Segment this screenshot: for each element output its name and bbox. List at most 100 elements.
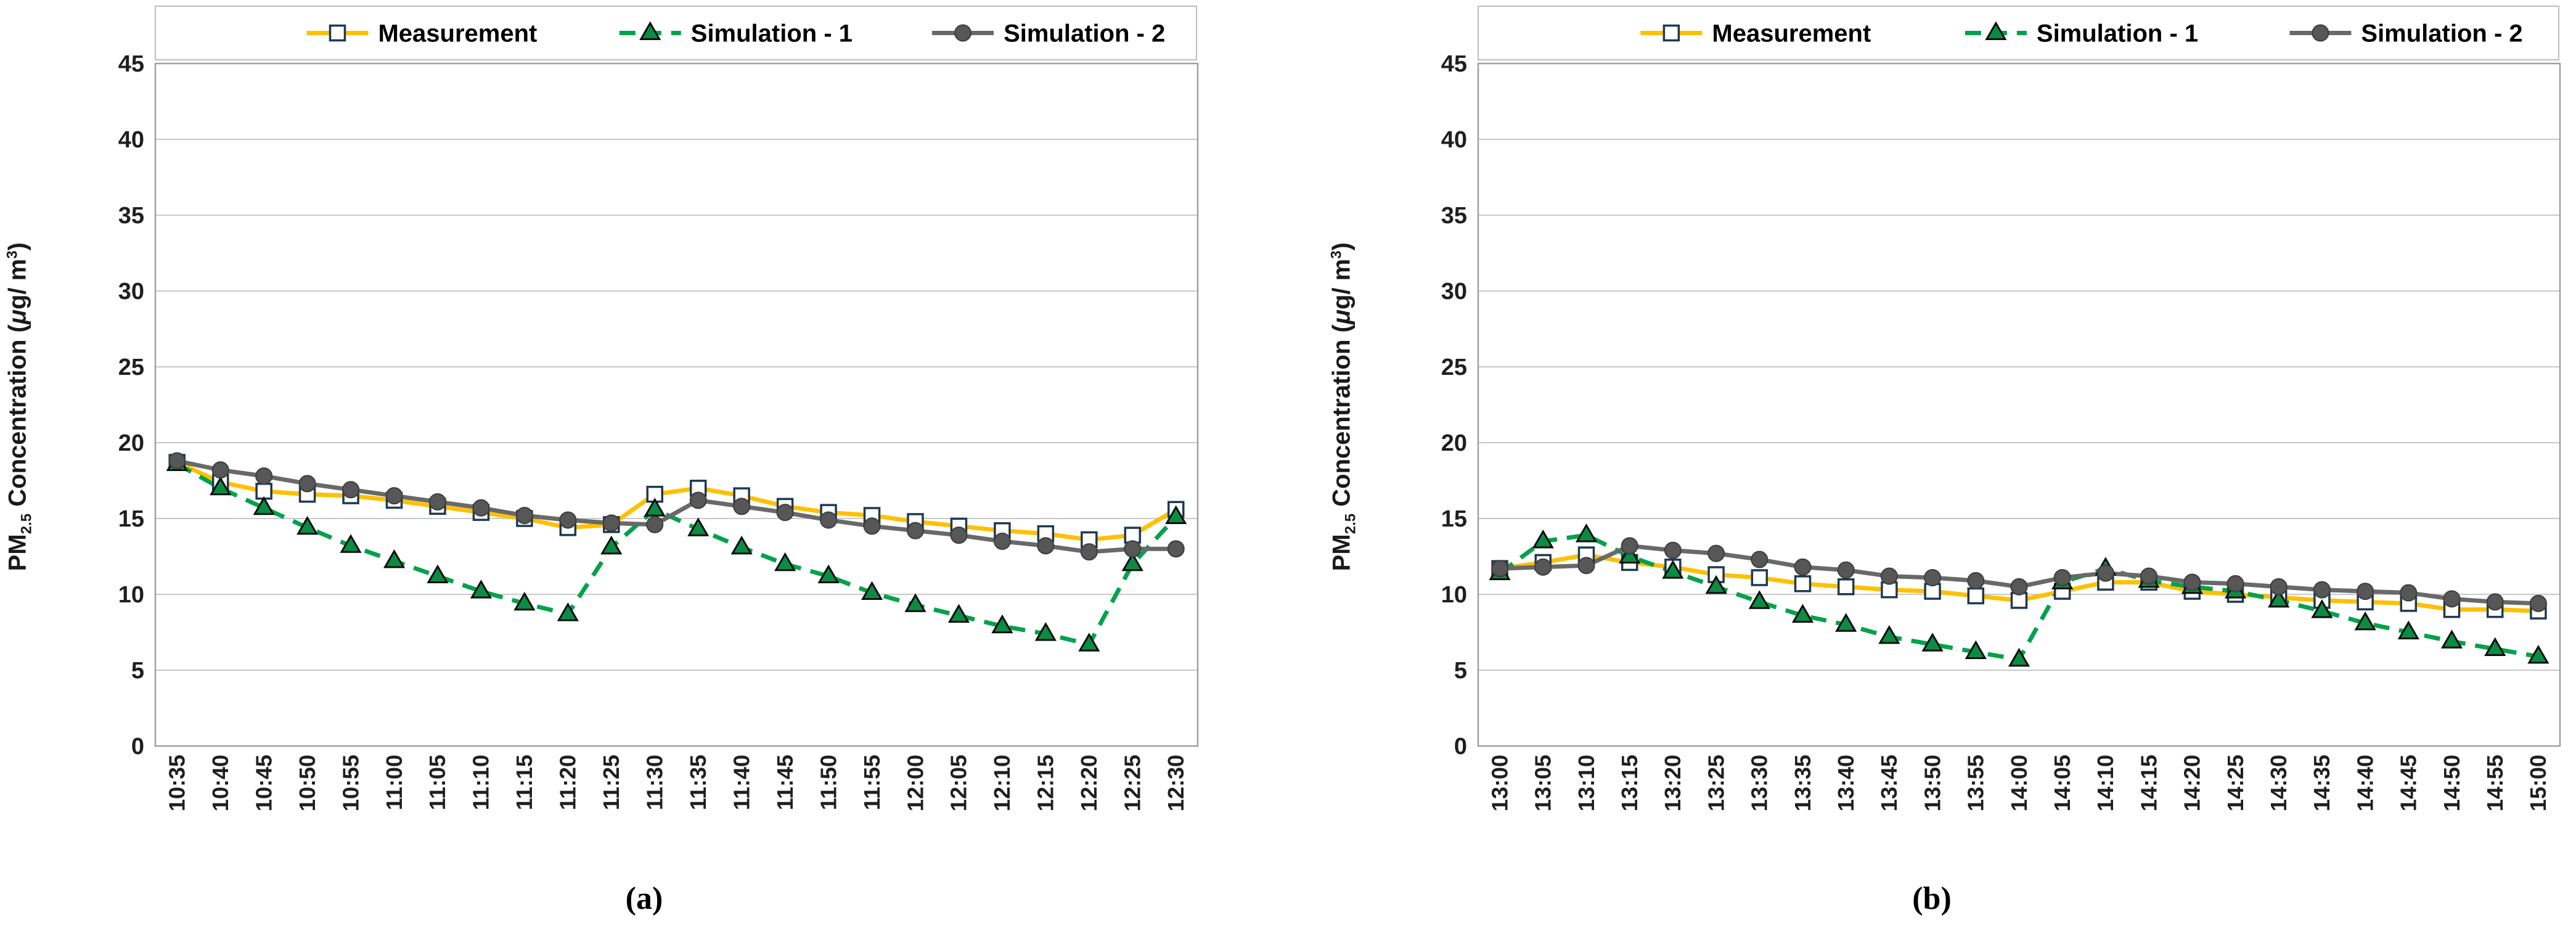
triangle-marker [1034,621,1057,641]
triangle-marker [2440,629,2463,649]
mu-symbol: μ [4,310,31,325]
chart-panel-b: 45 40 35 30 25 20 15 10 5 0 13:00 13:05 13:10 13:15 13… [1441,6,2561,811]
triangle-marker [2484,637,2506,657]
legend-label: Simulation - 1 [2037,20,2198,47]
x-tick-label: 14:35 [2309,755,2334,811]
x-tick-label: 12:10 [989,755,1015,811]
y-axis-title-subscript: 2.5 [18,513,35,535]
y-tick-label: 0 [131,734,144,760]
triangle-marker [861,581,883,601]
x-tick-label: 11:30 [642,755,668,810]
circle-marker [211,461,229,479]
circle-marker [1534,558,1552,576]
square-marker [1124,527,1142,544]
triangle-marker [470,580,493,599]
triangle-marker [730,535,753,555]
triangle-marker [1985,21,2007,40]
triangle-marker [904,593,926,612]
circle-marker [646,515,664,533]
circle-marker [2529,594,2547,612]
triangle-marker [1835,613,1857,632]
legend-item: Simulation - 1 [1965,20,2198,47]
legend-label: Simulation - 1 [691,20,853,47]
triangle-marker [253,496,275,515]
circle-marker [1707,544,1725,562]
y-tick-label: 15 [1441,506,1467,532]
y-tick-label: 30 [1441,279,1467,305]
y-axis-title-text: PM [1328,534,1355,572]
x-tick-label: 12:15 [1033,755,1058,811]
x-tick-label: 13:50 [1920,755,1945,811]
y-tick-label: 35 [1441,203,1467,229]
y-axis-title-text: Concentration ( [4,324,31,514]
plot-border [1477,62,2561,747]
circle-marker [954,24,972,42]
legend-item: Measurement [1640,20,1871,47]
y-tick-label: 45 [118,51,144,77]
triangle-marker [2354,611,2376,631]
y-tick-label: 15 [118,506,144,532]
circle-marker [2053,568,2071,586]
y-tick-label: 25 [118,355,144,380]
y-axis-title-superscript: 3 [1328,250,1345,259]
circle-marker [1751,551,1768,568]
x-tick-label: 11:35 [685,755,711,810]
circle-marker [1577,557,1595,575]
y-tick-label: 20 [1441,430,1467,456]
x-tick-label: 13:45 [1876,755,1902,811]
triangle-marker [1575,523,1598,543]
square-marker [1037,525,1055,543]
circle-marker [255,467,273,485]
y-tick-label: 10 [1441,582,1467,608]
x-tick-label: 12:20 [1076,755,1102,811]
x-tick-label: 13:40 [1833,755,1858,811]
x-tick-label: 11:10 [468,755,494,810]
x-tick-label: 14:30 [2266,755,2291,811]
triangle-marker [774,552,796,572]
triangle-marker [296,515,319,535]
circle-marker [342,481,360,499]
circle-marker [2270,578,2288,596]
circle-marker [2400,584,2418,602]
y-tick-label: 40 [1441,127,1467,153]
circle-marker [1967,572,1985,589]
triangle-marker [513,591,536,611]
circle-marker [993,532,1011,550]
circle-marker [2486,593,2504,611]
circle-marker [1080,543,1098,561]
y-tick-label: 0 [1454,734,1467,760]
triangle-marker [2311,599,2333,618]
x-tick-label: 11:05 [425,755,450,810]
x-tick-label: 10:55 [338,755,363,811]
triangle-marker [600,535,623,555]
triangle-marker [991,614,1013,634]
triangle-marker [427,564,449,583]
x-tick-label: 13:25 [1703,755,1728,811]
circle-marker [820,511,838,529]
circle-marker [1664,541,1682,559]
x-tick-label: 14:20 [2180,755,2205,811]
caption-panel-a: (a) [625,881,663,916]
series-line [176,459,1176,554]
triangle-marker [639,21,661,40]
x-tick-label: 10:45 [251,755,276,811]
series-line [176,460,1177,542]
y-tick-label: 25 [1441,355,1467,380]
triangle-marker [1165,505,1187,525]
circle-marker [1167,540,1185,558]
x-tick-label: 11:40 [729,755,754,810]
circle-marker [776,504,794,522]
y-tick-label: 45 [1441,51,1467,77]
x-tick-label: 14:15 [2136,755,2161,811]
triangle-marker [1532,529,1554,549]
circle-marker [298,475,316,493]
y-axis-title-text: PM [4,534,31,572]
x-tick-label: 14:40 [2352,755,2378,811]
triangle-marker [557,602,579,621]
y-tick-label: 5 [1454,658,1467,684]
x-tick-label: 14:50 [2439,755,2464,811]
x-tick-label: 13:10 [1574,755,1599,811]
circle-marker [428,493,446,511]
triangle-marker [340,534,362,553]
